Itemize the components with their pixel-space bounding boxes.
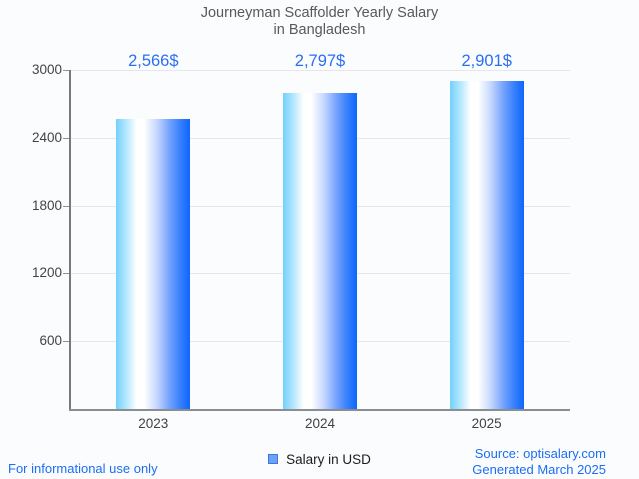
x-tick-label-2023: 2023 bbox=[138, 416, 169, 431]
y-tick-label: 1200 bbox=[31, 265, 62, 281]
gridline bbox=[70, 70, 570, 71]
x-tick-label-2024: 2024 bbox=[304, 416, 336, 431]
chart-title: Journeyman Scaffolder Yearly Salary in B… bbox=[0, 5, 639, 38]
x-axis-line bbox=[69, 409, 570, 411]
x-tick-label-2025: 2025 bbox=[471, 416, 502, 431]
y-axis-tick bbox=[63, 205, 70, 207]
y-axis-tick bbox=[63, 70, 70, 71]
y-tick-label: 600 bbox=[39, 333, 62, 349]
value-label-2023: 2,566$ bbox=[128, 52, 179, 70]
y-axis-tick bbox=[63, 341, 70, 343]
legend-label: Salary in USD bbox=[286, 451, 371, 467]
chart-title-line1: Journeyman Scaffolder Yearly Salary bbox=[200, 5, 439, 21]
y-tick-label: 2400 bbox=[31, 129, 62, 145]
generated-date: Generated March 2025 bbox=[472, 461, 606, 477]
y-axis-line bbox=[69, 70, 71, 410]
source-link[interactable]: Source: optisalary.com bbox=[474, 446, 606, 461]
value-label-2025: 2,901$ bbox=[461, 52, 512, 70]
chart-title-line2: in Bangladesh bbox=[273, 21, 366, 38]
footer-disclaimer: For informational use only bbox=[8, 461, 158, 476]
bar-2025[interactable] bbox=[449, 81, 524, 409]
footer-source-block: Source: optisalary.com Generated March 2… bbox=[472, 446, 606, 477]
legend: Salary in USD bbox=[0, 451, 639, 467]
y-tick-label: 3000 bbox=[31, 62, 62, 77]
value-label-2024: 2,797$ bbox=[294, 52, 346, 70]
y-axis-tick bbox=[63, 137, 70, 139]
y-tick-label: 1800 bbox=[31, 197, 62, 213]
bar-2023[interactable] bbox=[116, 119, 191, 409]
legend-swatch-icon bbox=[268, 454, 279, 464]
y-axis-tick bbox=[63, 273, 70, 275]
bar-2024[interactable] bbox=[283, 92, 357, 409]
